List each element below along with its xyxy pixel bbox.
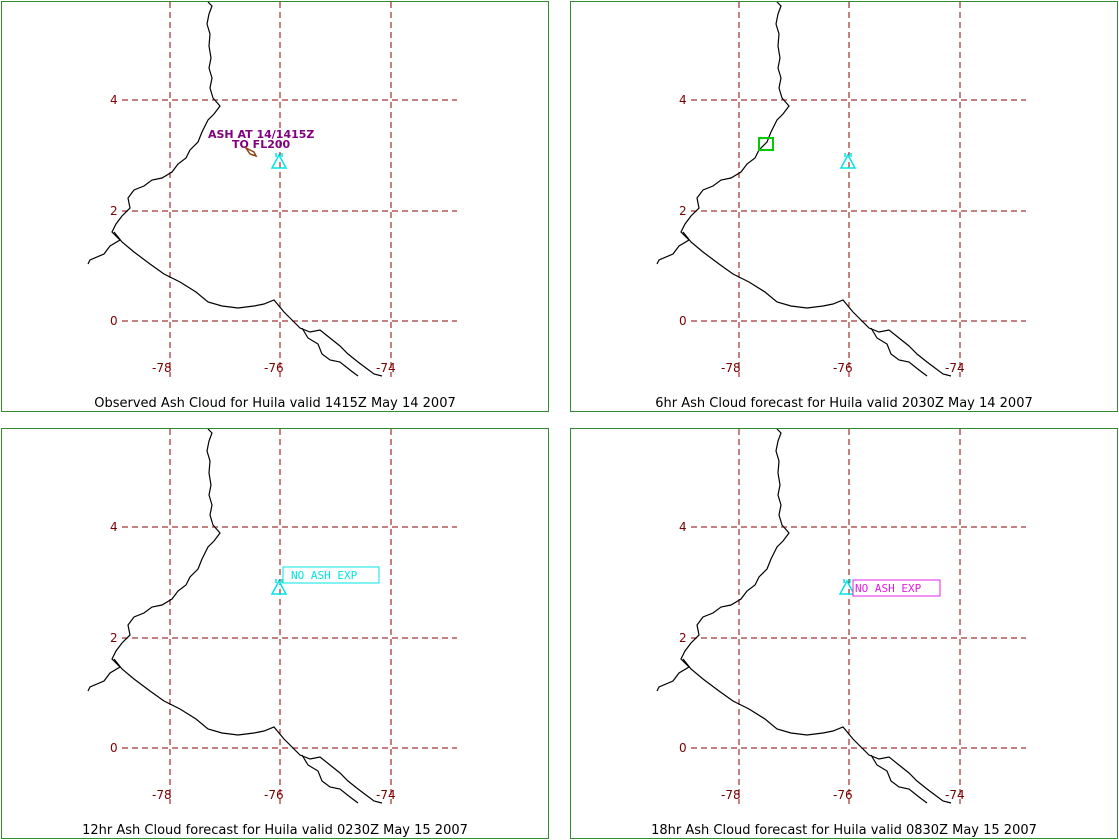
graticule <box>691 429 1026 804</box>
coastline <box>113 231 383 377</box>
ash-cloud-polygon <box>243 146 258 158</box>
lat-tick-label: 2 <box>110 204 118 218</box>
panel-caption: Observed Ash Cloud for Huila valid 1415Z… <box>94 396 456 411</box>
ash-annotation-line2: TO FL200 <box>232 138 291 151</box>
lon-tick-label: -74 <box>945 788 965 802</box>
no-ash-notice: NO ASH EXP <box>282 566 380 584</box>
volcano-triangle-icon <box>270 579 288 595</box>
lat-tick-label: 0 <box>679 741 687 755</box>
coastline <box>870 754 928 804</box>
graticule <box>122 2 457 377</box>
lon-tick-label: -78 <box>152 788 172 802</box>
lat-tick-label: 4 <box>679 93 687 107</box>
panel-caption: 6hr Ash Cloud forecast for Huila valid 2… <box>655 396 1033 411</box>
coastline <box>682 231 952 377</box>
lon-tick-label: -74 <box>376 361 396 375</box>
lon-tick-label: -76 <box>833 788 853 802</box>
no-ash-notice: NO ASH EXP <box>852 579 941 597</box>
ash-cloud-box <box>758 137 774 151</box>
coastline <box>656 2 790 265</box>
notice-box <box>852 579 941 597</box>
coastline <box>870 327 928 377</box>
lon-tick-label: -78 <box>721 788 741 802</box>
coastline <box>87 429 221 692</box>
lon-tick-label: -74 <box>376 788 396 802</box>
lat-tick-label: 4 <box>679 520 687 534</box>
map-panel-18hr: 4 2 0 -78 -76 -74 NO ASH EXP 18hr Ash Cloud fo… <box>570 428 1118 839</box>
notice-text: NO ASH EXP <box>291 569 358 582</box>
lat-tick-label: 2 <box>110 631 118 645</box>
lat-tick-label: 0 <box>679 314 687 328</box>
coastline <box>301 754 359 804</box>
map-canvas: 4 2 0 -78 -76 -74 NO ASH EXP <box>87 429 457 804</box>
lon-tick-label: -76 <box>264 361 284 375</box>
coastline <box>87 2 221 265</box>
map-canvas: 4 2 0 -78 -76 -74 NO ASH EXP <box>656 429 1026 804</box>
lat-tick-label: 0 <box>110 314 118 328</box>
graticule <box>122 429 457 804</box>
lat-tick-label: 2 <box>679 631 687 645</box>
map-panel-observed: 4 2 0 -78 -76 -74 ASH AT 14/1415Z TO FL200 Obse… <box>1 1 549 412</box>
coastline <box>301 327 359 377</box>
graticule <box>691 2 1026 377</box>
lon-tick-label: -74 <box>945 361 965 375</box>
coastline <box>682 658 952 804</box>
coastline <box>113 658 383 804</box>
volcano-triangle-icon <box>270 153 288 169</box>
volcano-triangle-icon <box>838 579 856 595</box>
lat-tick-label: 4 <box>110 520 118 534</box>
panel-caption: 12hr Ash Cloud forecast for Huila valid … <box>82 823 468 838</box>
notice-box <box>282 566 380 584</box>
map-canvas: 4 2 0 -78 -76 -74 <box>656 2 1026 377</box>
panel-caption: 18hr Ash Cloud forecast for Huila valid … <box>651 823 1037 838</box>
lat-tick-label: 0 <box>110 741 118 755</box>
volcano-triangle-icon <box>839 153 857 169</box>
lon-tick-label: -76 <box>264 788 284 802</box>
lat-tick-label: 2 <box>679 204 687 218</box>
lat-tick-label: 4 <box>110 93 118 107</box>
lon-tick-label: -76 <box>833 361 853 375</box>
coastline <box>656 429 790 692</box>
lon-tick-label: -78 <box>152 361 172 375</box>
notice-text: NO ASH EXP <box>855 582 922 595</box>
ash-annotation-line1: ASH AT 14/1415Z <box>208 128 314 141</box>
map-panel-6hr: 4 2 0 -78 -76 -74 6hr Ash Cloud forecast for … <box>570 1 1118 412</box>
lon-tick-label: -78 <box>721 361 741 375</box>
map-panel-12hr: 4 2 0 -78 -76 -74 NO ASH EXP 12hr Ash Cloud fo… <box>1 428 549 839</box>
